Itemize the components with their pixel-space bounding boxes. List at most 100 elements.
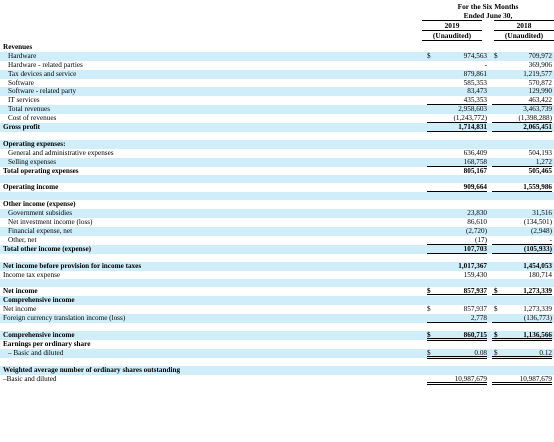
value-2019: 636,409 <box>463 148 487 157</box>
currency-symbol-2019: $ <box>427 287 431 296</box>
value-2019: 435,353 <box>427 96 487 106</box>
currency-symbol-2018: $ <box>494 305 498 314</box>
statement-row: Weighted average number of ordinary shar… <box>0 365 554 375</box>
statement-row: Net income $857,937 $1,273,339 <box>0 287 554 298</box>
statement-row: Software - related party 83,473 129,990 <box>0 87 554 97</box>
statement-row: Comprehensive income <box>0 296 554 306</box>
statement-row: Cost of revenues (1,243,772) (1,398,288) <box>0 114 554 124</box>
value-2018: 1,559,986 <box>492 183 552 193</box>
value-2018: 10,987,679 <box>492 375 552 385</box>
value-2019: - <box>484 60 487 69</box>
value-2019: 909,664 <box>427 183 487 193</box>
spacer-row <box>0 358 554 366</box>
currency-symbol-2018: $ <box>494 51 498 60</box>
currency-symbol-2019: $ <box>427 305 431 314</box>
row-label: Earnings per ordinary share <box>3 339 91 348</box>
period-line-1: For the Six Months <box>457 2 519 11</box>
statement-row: Financial expense, net (2,720) (2,948) <box>0 227 554 236</box>
row-label: Total operating expenses <box>3 166 79 175</box>
value-2018: 570,872 <box>528 78 552 87</box>
spacer-row <box>0 132 554 140</box>
row-label: Total other income (expense) <box>3 244 92 253</box>
statement-row: Operating expenses: <box>0 139 554 149</box>
row-label: Other, net <box>8 235 37 244</box>
statement-row: Net income $857,937 $1,273,339 <box>0 305 554 314</box>
row-label: Tax devices and service <box>8 69 77 78</box>
value-2019: 805,167 <box>427 167 487 176</box>
statement-row: Net income before provision for income t… <box>0 261 554 271</box>
period-line-2: Ended June 30, <box>463 11 513 20</box>
row-label: – Basic and diluted <box>8 348 64 357</box>
statement-row: Gross profit 1,714,831 2,065,451 <box>0 123 554 133</box>
row-label: Weighted average number of ordinary shar… <box>3 365 181 374</box>
value-2018: 504,193 <box>528 148 552 157</box>
value-2019: 585,353 <box>463 78 487 87</box>
row-label: Software <box>8 78 34 87</box>
row-label: Net income <box>3 287 38 296</box>
row-label: Net income before provision for income t… <box>3 261 142 270</box>
statement-row: Hardware $974,563 $709,972 <box>0 51 554 61</box>
row-label: –Basic and diluted <box>3 374 57 383</box>
statement-row: Other income (expense) <box>0 200 554 209</box>
row-label: Income tax expense <box>3 270 61 279</box>
value-2018: 1,273,339 <box>492 287 552 298</box>
value-2019: 974,563 <box>463 51 487 60</box>
value-2019: 857,937 <box>463 305 487 314</box>
value-2018: 3,463,739 <box>523 105 552 114</box>
spacer-row <box>0 192 554 201</box>
value-2018: 129,990 <box>528 87 552 96</box>
year-2018-label: 2018 <box>494 20 554 31</box>
statement-row: Other, net (17) - <box>0 236 554 245</box>
row-label: Gross profit <box>3 123 41 132</box>
row-label: Net income <box>3 305 37 314</box>
statement-row: – Basic and diluted $0.08 $0.12 <box>0 348 554 359</box>
value-2019: 2,778 <box>427 314 487 324</box>
value-2018: (1,398,288) <box>492 114 552 124</box>
row-label: Foreign currency translation income (los… <box>3 314 126 323</box>
statement-row: Software 585,353 570,872 <box>0 79 554 88</box>
currency-symbol-2019: $ <box>427 51 431 60</box>
value-2019: 1,017,367 <box>458 261 487 270</box>
row-label: Hardware - related parties <box>8 60 83 69</box>
row-label: Software - related party <box>8 87 77 96</box>
currency-symbol-2019: $ <box>427 348 431 357</box>
row-label: Cost of revenues <box>8 114 57 123</box>
statement-row: Government subsidies 23,830 31,516 <box>0 209 554 219</box>
income-statement-table: Revenues Hardware $974,563 $709,972 Hardware… <box>0 43 554 385</box>
row-label: Comprehensive income <box>3 331 75 340</box>
value-2018: (134,501) <box>523 218 552 227</box>
statement-row: Revenues <box>0 43 554 52</box>
status-2018-label: (Unaudited) <box>494 31 554 41</box>
value-2018: (136,773) <box>492 314 552 324</box>
value-2019: 0.08 <box>427 349 487 359</box>
row-label: Operating income <box>3 183 59 192</box>
row-label: Operating expenses: <box>3 139 66 148</box>
statement-row: Comprehensive income $860,715 $1,136,566 <box>0 331 554 342</box>
value-2019: 10,987,679 <box>427 375 487 385</box>
value-2018: 709,972 <box>528 51 552 60</box>
value-2019: (17) <box>427 236 487 245</box>
statement-row: –Basic and diluted 10,987,679 10,987,679 <box>0 374 554 385</box>
value-2019: 83,473 <box>467 87 487 96</box>
value-2018: 1,219,577 <box>523 69 552 78</box>
row-label: Other income (expense) <box>3 200 76 209</box>
value-2019: 2,958,603 <box>458 105 487 114</box>
row-label: Net investment income (loss) <box>8 218 93 227</box>
statement-row: Earnings per ordinary share <box>0 340 554 349</box>
value-2018: 2,065,451 <box>492 123 552 133</box>
value-2019: 159,430 <box>427 271 487 280</box>
year-2019-label: 2019 <box>422 20 482 31</box>
value-2018: 505,465 <box>492 167 552 176</box>
value-2018: 1,273,339 <box>523 305 552 314</box>
currency-symbol-2019: $ <box>427 331 431 340</box>
value-2018: 180,714 <box>492 271 552 280</box>
currency-symbol-2018: $ <box>494 331 498 340</box>
statement-row: General and administrative expenses 636,4… <box>0 149 554 158</box>
statement-row: Foreign currency translation income (los… <box>0 314 554 324</box>
value-2019: 857,937 <box>427 287 487 298</box>
spacer-row <box>0 175 554 184</box>
value-2019: 860,715 <box>427 331 487 342</box>
statement-row: Tax devices and service 879,861 1,219,577 <box>0 69 554 79</box>
row-label: Comprehensive income <box>3 296 75 305</box>
value-2018: 1,136,566 <box>492 331 552 342</box>
